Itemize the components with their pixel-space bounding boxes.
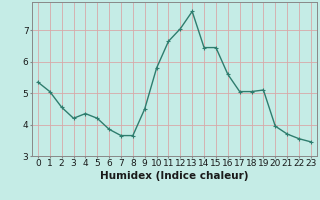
X-axis label: Humidex (Indice chaleur): Humidex (Indice chaleur) — [100, 171, 249, 181]
